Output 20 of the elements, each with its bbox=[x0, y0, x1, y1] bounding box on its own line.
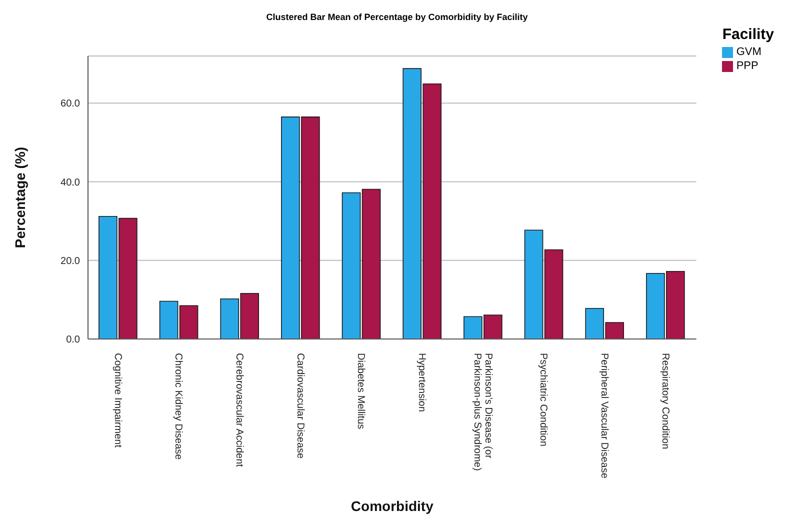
x-tick-label: Cardiovascular Disease bbox=[294, 353, 306, 460]
y-tick-label: 20.0 bbox=[60, 256, 80, 267]
x-tick-label: Chronic Kidney Disease bbox=[172, 353, 184, 460]
x-tick-label: Hypertension bbox=[416, 353, 428, 412]
x-tick-label: Respiratory Condition bbox=[659, 353, 670, 450]
x-tick-label: Cerebrovascular Accident bbox=[234, 353, 245, 468]
x-tick-label: Peripheral Vascular Disease bbox=[598, 353, 610, 479]
x-tick-label: Cognitive Impairment bbox=[112, 353, 123, 448]
y-tick-label: 40.0 bbox=[60, 177, 80, 188]
y-tick-label: 60.0 bbox=[60, 98, 80, 110]
x-axis-title: Comorbidity bbox=[350, 498, 434, 514]
y-axis-title: Percentage (%) bbox=[12, 146, 28, 248]
legend-label: PPP bbox=[736, 59, 758, 73]
y-tick-label: 0.0 bbox=[66, 334, 80, 346]
chart-title: Clustered Bar Mean of Percentage by Comorbidity by Facility bbox=[265, 11, 529, 24]
legend-title: Facility bbox=[722, 26, 774, 43]
x-tick-label: Diabetes Mellitus bbox=[355, 353, 366, 430]
x-tick-label: Psychiatric Condition bbox=[538, 353, 549, 446]
legend-label: GVM bbox=[736, 45, 762, 59]
x-tick-label: Parkinson's Disease (or Parkinson-plus Syndrome) bbox=[471, 353, 494, 471]
